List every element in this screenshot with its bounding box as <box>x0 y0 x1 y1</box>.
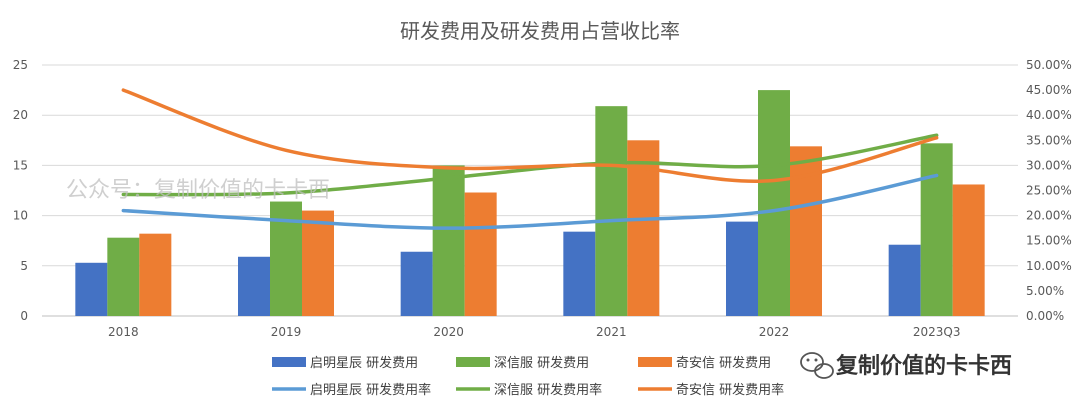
chart-title: 研发费用及研发费用占营收比率 <box>400 19 680 43</box>
bar <box>920 143 953 316</box>
legend-label: 奇安信 研发费用率 <box>676 382 784 398</box>
legend-label: 启明星辰 研发费用率 <box>310 382 431 398</box>
x-tick-label: 2018 <box>108 325 139 339</box>
x-tick-label: 2023Q3 <box>913 325 961 339</box>
y-right-tick-label: 45.00% <box>1026 83 1072 97</box>
legend-label: 启明星辰 研发费用 <box>310 355 418 371</box>
y-axis-right: 0.00% 5.00% 10.00% 15.00% 20.00% 25.00% 30.00%… <box>1026 58 1072 323</box>
brand-text: 复制价值的卡卡西 <box>835 353 1012 379</box>
y-left-tick-label: 0 <box>20 309 28 323</box>
bar <box>302 210 334 316</box>
y-left-tick-label: 10 <box>13 209 28 223</box>
bar <box>563 231 596 316</box>
x-tick-label: 2020 <box>433 325 464 339</box>
y-right-tick-label: 0.00% <box>1026 309 1064 323</box>
bar <box>758 90 790 316</box>
bar <box>595 106 628 316</box>
bar <box>107 237 140 316</box>
bars-layer <box>75 90 985 316</box>
legend-label: 奇安信 研发费用 <box>676 355 771 371</box>
x-tick-label: 2019 <box>271 325 302 339</box>
x-tick-label: 2021 <box>596 325 627 339</box>
y-right-tick-label: 15.00% <box>1026 234 1072 248</box>
y-right-tick-label: 5.00% <box>1026 284 1064 298</box>
y-left-tick-label: 5 <box>20 259 28 273</box>
y-axis-left: 0 5 10 15 20 25 <box>13 58 28 323</box>
bar <box>75 262 108 316</box>
y-right-tick-label: 25.00% <box>1026 184 1072 198</box>
y-left-tick-label: 25 <box>13 58 28 72</box>
legend-swatch <box>456 357 490 367</box>
y-right-tick-label: 50.00% <box>1026 58 1072 72</box>
lines-layer <box>121 88 939 230</box>
watermark: 公众号：复制价值的卡卡西 <box>66 178 330 203</box>
wechat-icon <box>800 352 834 379</box>
legend-label: 深信服 研发费用率 <box>494 382 602 398</box>
y-right-tick-label: 35.00% <box>1026 133 1072 147</box>
bar <box>726 221 758 316</box>
x-tick-label: 2022 <box>759 325 790 339</box>
bar <box>952 184 985 316</box>
x-axis: 2018 2019 2020 2021 2022 2023Q3 <box>108 325 960 339</box>
bar <box>400 251 433 316</box>
y-left-tick-label: 15 <box>13 158 28 172</box>
series-line <box>121 88 939 183</box>
y-left-tick-label: 20 <box>13 108 28 122</box>
bar <box>139 233 172 316</box>
bar <box>888 244 921 316</box>
y-right-tick-label: 30.00% <box>1026 158 1072 172</box>
legend-swatch <box>638 357 672 367</box>
y-right-tick-label: 20.00% <box>1026 209 1072 223</box>
brand-logo: 复制价值的卡卡西 <box>800 352 1012 379</box>
bar <box>432 165 465 316</box>
bar <box>238 256 270 316</box>
legend-label: 深信服 研发费用 <box>494 355 589 371</box>
legend-swatch <box>272 357 306 367</box>
y-right-tick-label: 40.00% <box>1026 108 1072 122</box>
bar <box>464 192 497 316</box>
series-line <box>121 173 939 230</box>
y-right-tick-label: 10.00% <box>1026 259 1072 273</box>
series-line <box>121 133 939 197</box>
